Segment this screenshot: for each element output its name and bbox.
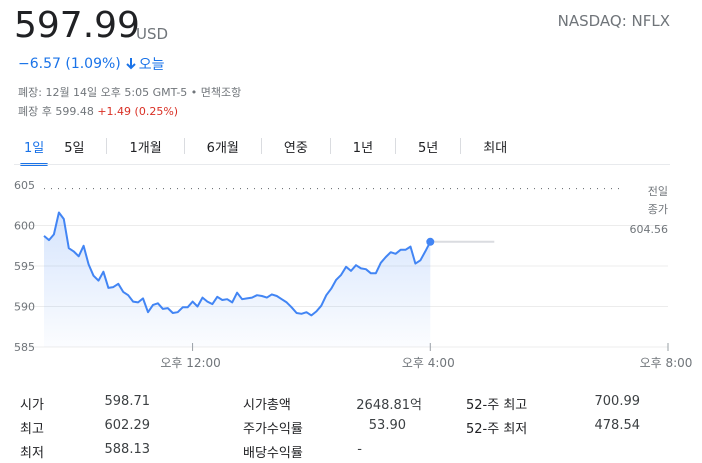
y-tick-label: 585 <box>14 341 35 354</box>
range-tabs: 1일 5일 1개월 6개월 연중 1년 5년 최대 <box>14 130 517 166</box>
tab-5d[interactable]: 5일 <box>64 141 85 156</box>
tab-5y[interactable]: 5년 <box>418 141 439 156</box>
tab-divider <box>106 138 108 154</box>
tab-divider <box>395 138 397 154</box>
previous-close-value: 604.56 <box>630 223 669 236</box>
stat-high-label: 최고 <box>20 422 44 437</box>
stat-52w-high-label: 52-주 최고 <box>466 398 528 413</box>
stat-52w-high-value: 700.99 <box>594 394 641 409</box>
currency-label: USD <box>136 25 169 43</box>
price-change: −6.57 (1.09%) <box>18 56 121 72</box>
stat-div-label: 배당수익률 <box>243 446 303 461</box>
stat-low-value: 588.13 <box>104 442 151 457</box>
stat-div-value: - <box>357 442 362 457</box>
close-info: 폐장: 12월 14일 오후 5:05 GMT-5 • 면책조항 <box>18 84 241 100</box>
stat-pe-value: 53.90 <box>368 418 406 433</box>
stat-mktcap-value: 2648.81억 <box>356 398 422 413</box>
disclaimer-link[interactable]: 면책조항 <box>200 86 242 99</box>
x-tick-label: 오후 12:00 <box>160 356 220 370</box>
stat-open-value: 598.71 <box>104 394 151 409</box>
x-tick-label: 오후 8:00 <box>640 356 693 370</box>
y-tick-label: 590 <box>14 301 35 314</box>
y-tick-label: 605 <box>14 179 35 192</box>
after-hours-info: 폐장 후 599.48 +1.49 (0.25%) <box>18 103 178 119</box>
tab-divider <box>329 138 331 154</box>
after-hours-change: +1.49 (0.25%) <box>97 105 179 118</box>
stat-52w-low-label: 52-주 최저 <box>466 422 528 437</box>
price-change-row: −6.57 (1.09%) 오늘 <box>18 54 165 74</box>
y-tick-label: 600 <box>14 220 35 233</box>
tab-6m[interactable]: 6개월 <box>206 141 239 156</box>
tab-divider <box>460 138 462 154</box>
exchange-ticker: NASDAQ: NFLX <box>557 12 670 30</box>
price-area <box>44 212 431 347</box>
stat-52w-low-value: 478.54 <box>594 418 641 433</box>
stats-table: 시가 598.71 최고 602.29 최저 588.13 시가총액 2648.… <box>0 388 702 463</box>
tab-1m[interactable]: 1개월 <box>129 141 162 156</box>
tab-divider <box>183 138 185 154</box>
stat-pe-label: 주가수익률 <box>243 422 303 437</box>
tab-divider <box>260 138 262 154</box>
stat-high-value: 602.29 <box>104 418 151 433</box>
last-price-marker <box>426 237 435 246</box>
stat-mktcap-label: 시가총액 <box>243 398 291 413</box>
arrow-down-icon <box>126 58 136 70</box>
tabs-underline <box>14 164 670 165</box>
previous-close-label: 전일 <box>648 184 668 198</box>
stock-price: 597.99 <box>14 5 140 46</box>
stat-open-label: 시가 <box>20 398 44 413</box>
previous-close-label: 종가 <box>648 203 668 216</box>
change-period: 오늘 <box>138 57 165 73</box>
close-time: 폐장: 12월 14일 오후 5:05 GMT-5 • <box>18 86 198 99</box>
tab-1y[interactable]: 1년 <box>352 141 374 156</box>
price-line <box>43 211 432 317</box>
price-chart[interactable]: 605 600 595 590 585 오후 12:00 오후 4:00 오후 8:00 전일종… <box>0 170 702 385</box>
tab-1d[interactable]: 1일 <box>14 130 54 166</box>
tab-ytd[interactable]: 연중 <box>283 141 308 156</box>
tab-max[interactable]: 최대 <box>483 141 508 156</box>
x-tick-label: 오후 4:00 <box>402 356 455 370</box>
y-tick-label: 595 <box>14 260 35 273</box>
stat-low-label: 최저 <box>20 446 44 461</box>
after-hours-price: 폐장 후 599.48 <box>18 105 94 118</box>
